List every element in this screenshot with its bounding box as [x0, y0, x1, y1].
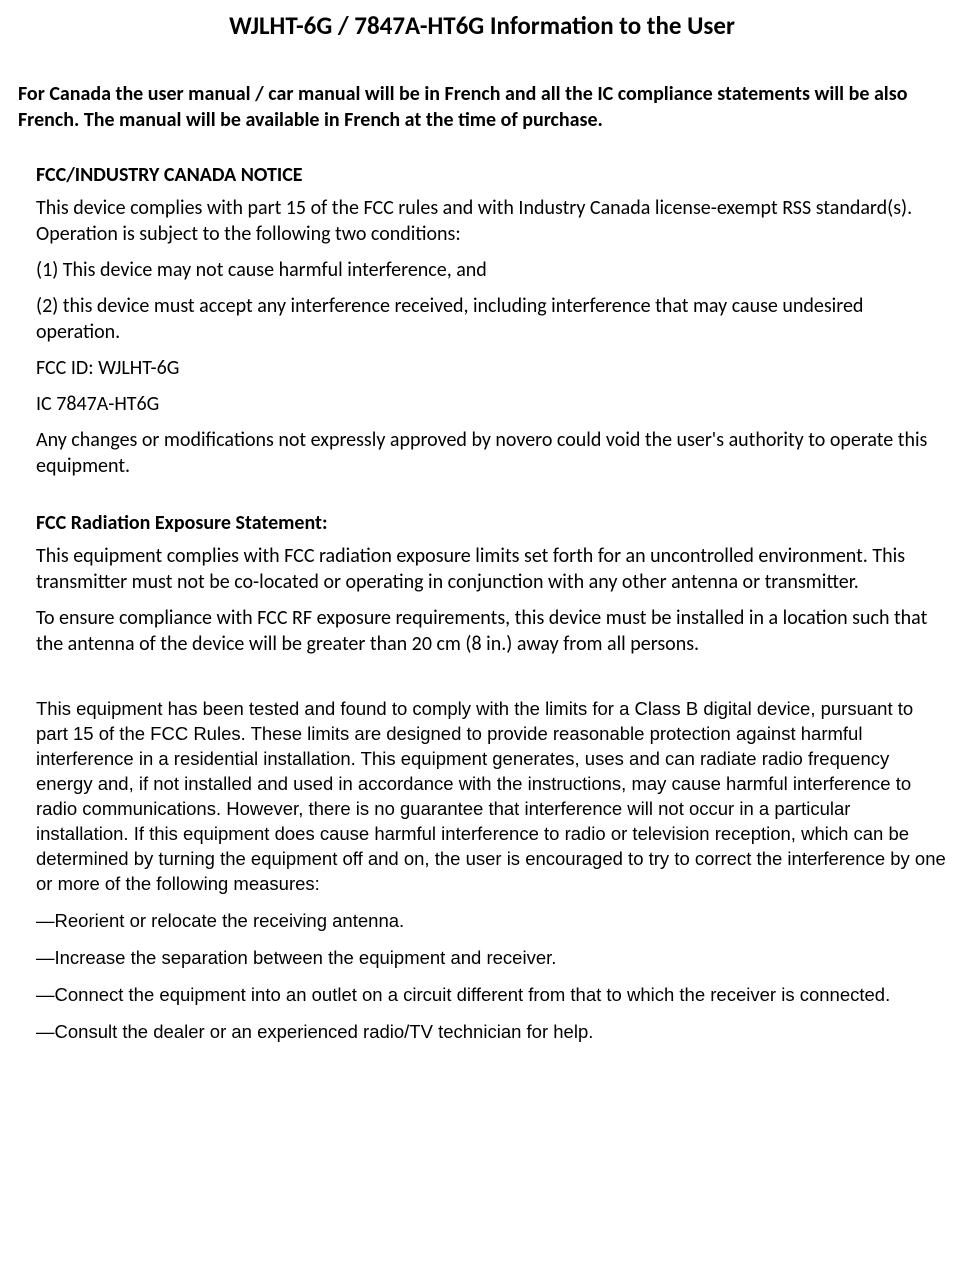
modifications-warning: Any changes or modifications not express…	[36, 427, 946, 479]
document-title: WJLHT-6G / 7847A-HT6G Information to the…	[18, 10, 946, 41]
fcc-id: FCC ID: WJLHT-6G	[36, 355, 946, 381]
measure-consult: —Consult the dealer or an experienced ra…	[36, 1020, 946, 1045]
radiation-exposure-p2: To ensure compliance with FCC RF exposur…	[36, 605, 946, 657]
radiation-exposure-heading: FCC Radiation Exposure Statement:	[36, 511, 946, 535]
ic-id: IC 7847A-HT6G	[36, 391, 946, 417]
measure-separation: —Increase the separation between the equ…	[36, 946, 946, 971]
class-b-statement: This equipment has been tested and found…	[36, 697, 946, 897]
fcc-ic-notice-heading: FCC/INDUSTRY CANADA NOTICE	[36, 163, 946, 187]
condition-2: (2) this device must accept any interfer…	[36, 293, 946, 345]
fcc-ic-notice-intro: This device complies with part 15 of the…	[36, 195, 946, 247]
radiation-exposure-p1: This equipment complies with FCC radiati…	[36, 543, 946, 595]
canada-french-notice: For Canada the user manual / car manual …	[18, 81, 946, 133]
condition-1: (1) This device may not cause harmful in…	[36, 257, 946, 283]
document-body: FCC/INDUSTRY CANADA NOTICE This device c…	[18, 163, 946, 1045]
measure-reorient: —Reorient or relocate the receiving ante…	[36, 909, 946, 934]
measure-circuit: —Connect the equipment into an outlet on…	[36, 983, 946, 1008]
